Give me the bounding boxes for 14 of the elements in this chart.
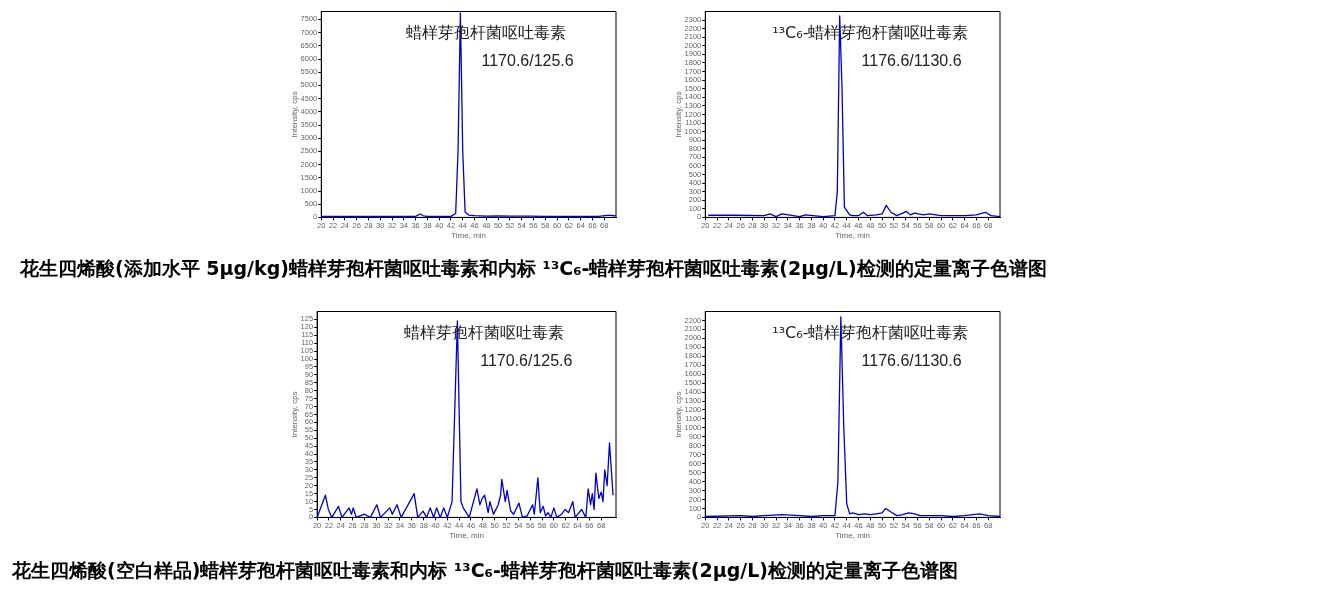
text: 1170.6/125.6 — [480, 351, 573, 369]
text: 1176.6/1130.6 — [861, 351, 962, 369]
text: 花生四烯酸(空白样品)蜡样芽孢杆菌呕吐毒素和内标 ¹³C₆-蜡样芽孢杆菌呕吐毒素(2μg/L)检测的定量离子色谱图 — [12, 558, 958, 583]
y-axis-title: Intensity, cps — [674, 91, 683, 138]
y-axis-title: Intensity, cps — [290, 391, 299, 438]
x-axis-title: Time, min — [451, 231, 487, 241]
y-axis-title: Intensity, cps — [674, 391, 683, 438]
text: 花生四烯酸(添加水平 5μg/kg)蜡样芽孢杆菌呕吐毒素和内标 ¹³C₆-蜡样芽孢杆菌呕吐毒素(2μg/L)检测的定量离子色谱图 — [20, 256, 1047, 281]
text: 1170.6/125.6 — [481, 51, 574, 69]
x-axis-title: Time, min — [835, 231, 871, 241]
x-axis-title: Time, min — [835, 531, 871, 541]
x-axis-title: Time, min — [449, 531, 484, 541]
y-axis-title: Intensity, cps — [290, 91, 299, 138]
text: 1176.6/1130.6 — [861, 51, 962, 69]
